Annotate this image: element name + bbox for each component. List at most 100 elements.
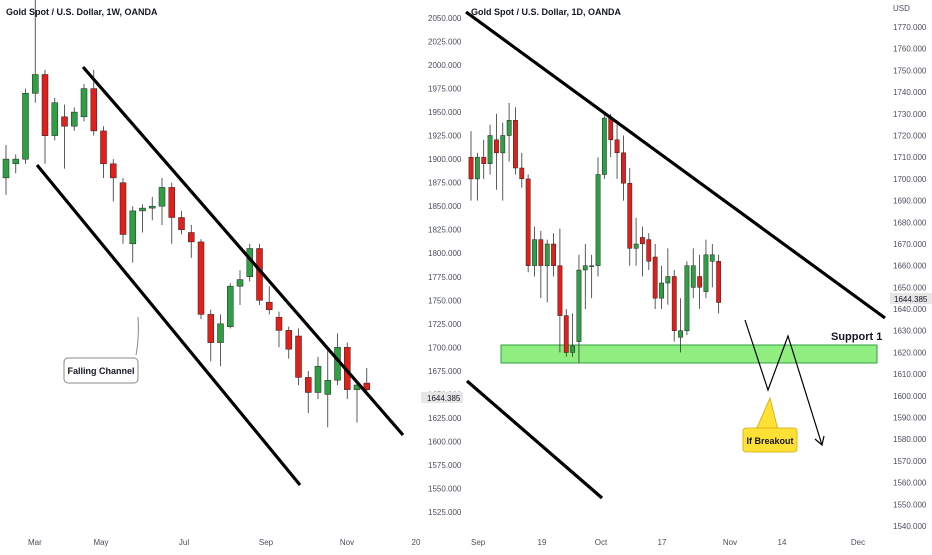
candle-body [295, 335, 302, 378]
candle-body [129, 210, 137, 245]
candle [538, 230, 544, 299]
candle [557, 228, 563, 353]
weekly-candles [2, 0, 371, 428]
candle-body [207, 314, 215, 343]
x-tick-label: Jul [179, 538, 189, 547]
candle-body [709, 254, 715, 262]
daily-price-label: 1644.385 [890, 293, 932, 304]
candle [627, 168, 633, 266]
candle [601, 113, 607, 179]
candle-body [538, 239, 544, 266]
candle-body [236, 279, 244, 287]
x-tick-label: May [93, 538, 108, 547]
candle [324, 347, 332, 428]
candle-body [570, 345, 576, 353]
candle [633, 217, 639, 266]
candle [640, 226, 645, 277]
candle-body [22, 93, 29, 160]
support-zone [500, 344, 878, 364]
candle-body [71, 111, 78, 127]
daily-chart-panel: Gold Spot / U.S. Dollar, 1D, OANDA USD 1… [465, 4, 932, 547]
candle [22, 88, 29, 164]
candle-body [51, 102, 59, 136]
y-tick-label: 1650.000 [893, 283, 927, 292]
candle-body [684, 265, 690, 332]
candle [614, 124, 620, 179]
support-1-label: Support 1 [831, 331, 882, 343]
y-tick-label: 1720.000 [893, 132, 927, 141]
candle [129, 206, 137, 263]
candle-body [178, 217, 185, 230]
y-tick-label: 1550.000 [893, 500, 927, 509]
candle [690, 248, 696, 299]
candle-body [652, 256, 658, 299]
y-tick-label: 1580.000 [893, 435, 927, 444]
breakout-callout-box [742, 427, 798, 453]
y-tick-label: 1730.000 [893, 110, 927, 119]
candle-body [582, 265, 588, 271]
y-tick-label: 1575.000 [428, 461, 462, 470]
candle-body [621, 152, 626, 184]
candle [665, 248, 671, 305]
y-tick-label: 1550.000 [428, 485, 462, 494]
candle-body [646, 239, 652, 262]
candle-body [363, 382, 371, 390]
breakout-callout-pointer [755, 396, 779, 431]
candle-body [285, 330, 293, 350]
candle [188, 225, 195, 258]
candle-body [487, 135, 493, 164]
y-tick-label: 1950.000 [428, 108, 462, 117]
candle-body [227, 285, 234, 327]
candle [684, 261, 690, 336]
y-tick-label: 1770.000 [893, 23, 927, 32]
candle-body [41, 74, 49, 136]
y-tick-label: 1560.000 [893, 479, 927, 488]
candle [551, 233, 556, 277]
candle [266, 286, 273, 315]
x-tick-label: Oct [595, 538, 608, 547]
projection-path [744, 319, 823, 446]
candle [217, 314, 224, 367]
candle [494, 113, 499, 190]
candle-body [494, 139, 499, 154]
candle [139, 204, 146, 233]
x-tick-label: Dec [851, 538, 865, 547]
candle [12, 154, 20, 174]
candle [149, 196, 156, 221]
candle [500, 122, 506, 201]
candle-body [551, 243, 556, 266]
candle [506, 102, 512, 162]
candle [295, 328, 302, 385]
candle-body [506, 120, 512, 136]
candle [2, 145, 10, 195]
y-tick-label: 1750.000 [893, 66, 927, 75]
candle-body [513, 120, 518, 169]
y-tick-label: 1850.000 [428, 202, 462, 211]
channel-lower-line [35, 163, 302, 487]
candle-body [576, 269, 582, 342]
candle [61, 104, 68, 169]
candle-body [324, 380, 332, 395]
y-tick-label: 1925.000 [428, 132, 462, 141]
candle [275, 311, 283, 348]
candle-body [532, 239, 537, 266]
candle-body [608, 117, 614, 141]
channel-upper-line [81, 65, 405, 437]
x-tick-label: Nov [723, 538, 737, 547]
candle [41, 69, 49, 164]
annotation-pointer [135, 316, 139, 356]
candle [570, 313, 576, 357]
candle [474, 152, 480, 201]
candle-body [90, 88, 98, 132]
candle-body [314, 365, 322, 393]
candle [32, 0, 39, 103]
candle [197, 239, 205, 320]
candle [178, 210, 185, 235]
weekly-price-label: 1644.385 [421, 392, 463, 403]
daily-x-axis: Sep 19 Oct 17 Nov 14 Dec [471, 538, 865, 547]
weekly-chart-title: Gold Spot / U.S. Dollar, 1W, OANDA [6, 7, 158, 17]
candle-body [703, 254, 709, 292]
y-tick-label: 2050.000 [428, 14, 462, 23]
y-tick-label: 1590.000 [893, 414, 927, 423]
